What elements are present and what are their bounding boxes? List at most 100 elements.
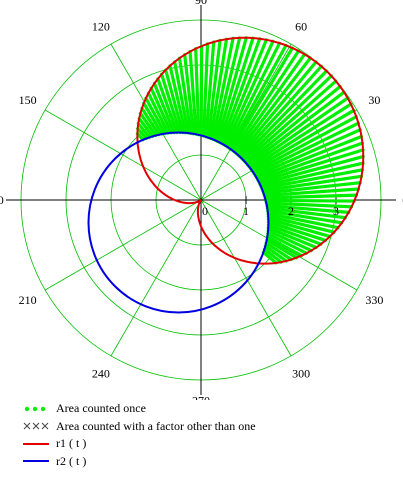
area-counted-once-hatch [215,36,248,143]
legend-item-r1: r1 ( t ) [22,435,256,453]
series-curves [87,36,365,314]
area-counted-once-hatch [260,168,365,191]
grid-spoke [110,199,202,357]
area-counted-once-hatch [229,46,294,152]
angle-tick-label: 330 [365,293,383,307]
area-counted-once-hatch [231,49,301,153]
area-counted-once-hatch [250,108,356,172]
legend-label: r1 ( t ) [56,436,87,451]
grid-spoke [44,199,202,291]
area-counted-once-hatch [263,193,359,200]
area-counted-once-hatch [217,36,255,144]
angle-tick-label: 60 [295,20,307,34]
area-counted-once-hatch [219,37,262,146]
angle-tick-label: 90 [195,0,207,7]
angle-tick-label: 270 [192,393,210,400]
area-counted-once-hatch [266,214,336,234]
area-counted-once-hatch [239,69,329,160]
area-counted-once-hatch [211,36,235,141]
area-counted-once-hatch [138,111,158,138]
legend-label: Area counted once [56,401,146,416]
area-counted-once-hatch [160,72,182,135]
area-hatching [135,36,365,265]
angle-tick-label: 120 [92,20,110,34]
area-counted-once-hatch [236,60,318,157]
crosses-marker-icon [23,422,49,430]
legend-item-r2: r2 ( t ) [22,453,256,471]
area-counted-once-hatch [252,121,360,176]
angle-tick-label: 180 [0,193,4,207]
legend-item-once: Area counted once [22,400,256,418]
area-counted-once-hatch [263,244,288,263]
area-counted-once-hatch [136,122,152,139]
area-counted-once-hatch [253,128,362,178]
radial-tick-label: 3 [333,204,339,218]
area-counted-once-hatch [258,154,365,186]
polar-plot: 03060901201501802102402703003300123 [0,0,403,400]
area-counted-once-hatch [183,53,196,136]
area-counted-once-hatch [265,206,347,220]
area-counted-once-hatch [136,127,148,141]
area-counted-once-hatch [265,238,298,260]
area-counted-once-hatch [244,84,342,165]
area-counted-once-hatch [194,47,201,137]
area-counted-once-hatch [204,40,216,139]
area-counted-once-hatch [149,86,173,135]
area-counted-once-hatch [251,115,358,174]
area-counted-once-hatch [257,148,365,184]
area-counted-once-hatch [168,64,188,135]
area-counted-once-hatch [266,217,332,239]
area-counted-once-hatch [259,161,365,188]
angle-tick-label: 210 [19,293,37,307]
area-counted-once-hatch [233,52,307,154]
radial-tick-label: 0 [202,204,208,218]
legend-item-multi: Area counted with a factor other than on… [22,418,256,436]
radial-tick-label: 1 [243,204,249,218]
area-counted-once-hatch [144,96,167,136]
area-counted-once-hatch [261,250,278,265]
r2-curve [87,131,270,314]
tick-labels: 03060901201501802102402703003300123 [0,0,403,400]
area-counted-once-hatch [246,90,346,167]
area-counted-once-hatch [222,38,268,147]
area-counted-once-hatch [266,226,318,250]
area-counted-once-hatch [146,91,170,135]
area-counted-once-hatch [262,187,361,198]
area-counted-once-hatch [213,36,242,142]
area-counted-once-hatch [235,56,312,156]
red-line-icon [23,442,49,445]
dots-marker-icon [24,406,46,411]
area-counted-once-hatch [238,64,323,159]
legend-label: Area counted with a factor other than on… [56,418,256,433]
area-counted-once-hatch [202,42,210,138]
area-counted-once-hatch [177,56,193,135]
angle-tick-label: 30 [368,93,380,107]
area-counted-once-hatch [265,235,304,258]
area-counted-once-hatch [266,223,323,246]
area-counted-once-hatch [248,102,353,170]
area-counted-once-hatch [225,41,282,149]
area-counted-once-hatch [266,209,344,225]
area-counted-once-hatch [264,201,354,209]
area-counted-once-hatch [262,247,283,264]
grid-spoke [44,109,202,201]
area-counted-once-hatch [266,232,309,255]
area-counted-once-hatch [142,101,164,136]
area-counted-once-hatch [265,203,351,214]
r1-curve [136,36,365,265]
blue-line-icon [23,460,49,463]
area-counted-once-hatch [261,181,362,195]
radial-tick-label: 2 [288,204,294,218]
legend: Area counted once Area counted with a fa… [22,400,256,470]
area-counted-once-hatch [137,116,155,138]
legend-label: r2 ( t ) [56,453,87,468]
angle-tick-label: 240 [92,366,110,380]
angle-tick-label: 150 [19,93,37,107]
angle-tick-label: 300 [292,366,310,380]
area-counted-once-hatch [173,60,190,135]
area-counted-once-hatch [261,174,364,193]
area-counted-once-hatch [227,43,288,150]
area-counted-once-hatch [247,96,350,169]
area-counted-once-hatch [188,49,198,136]
area-counted-once-hatch [241,74,333,162]
